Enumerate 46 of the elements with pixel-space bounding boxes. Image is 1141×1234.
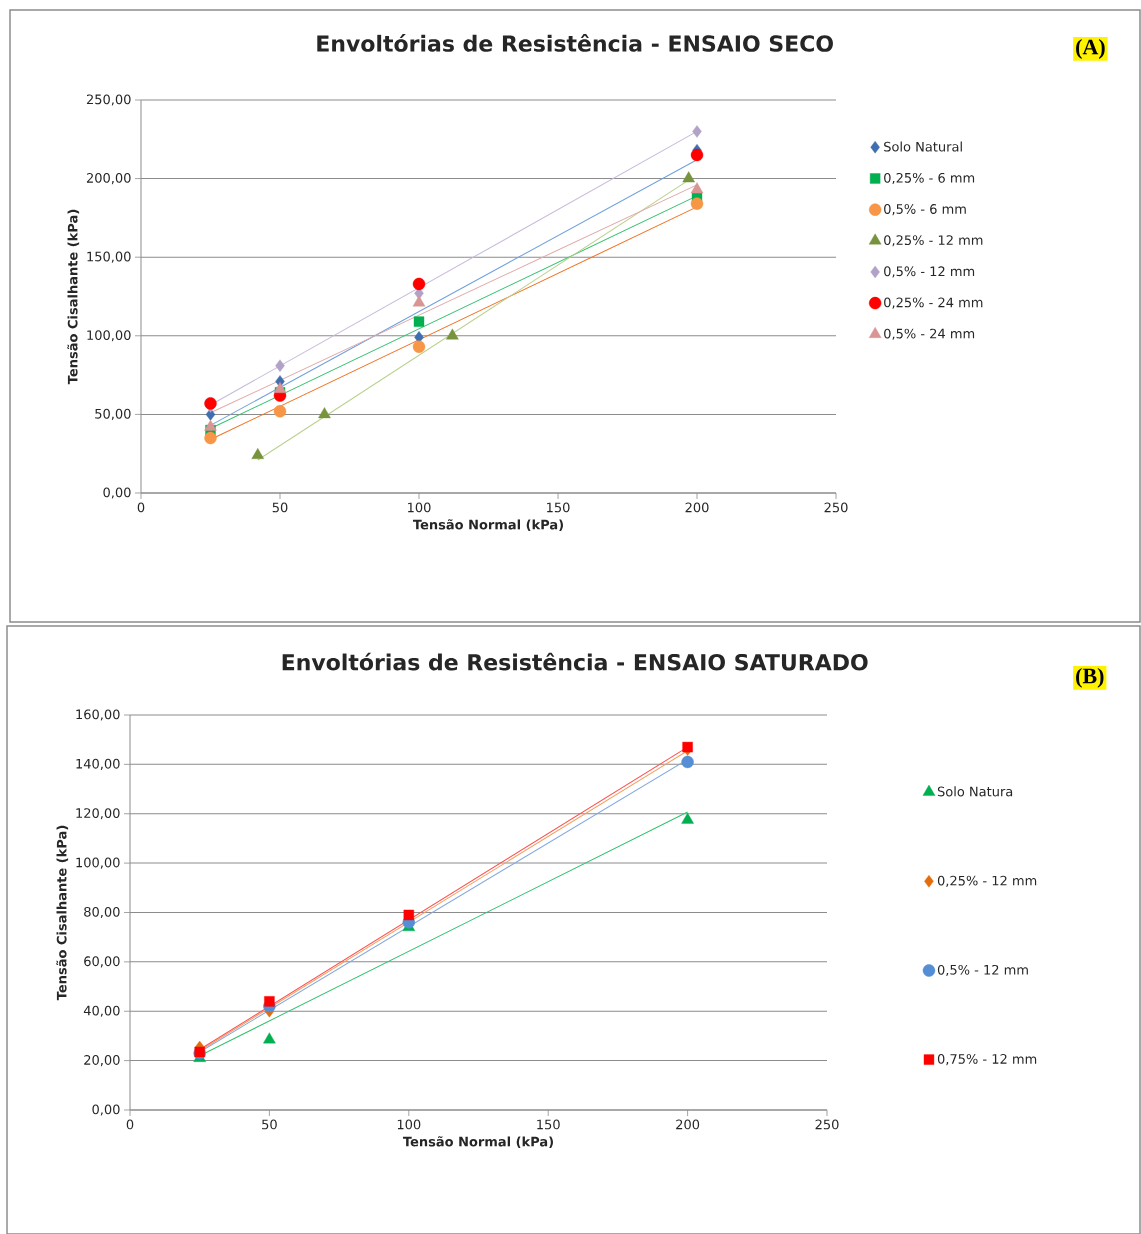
y-tick-label: 100,00 (76, 857, 120, 869)
x-tick-label: 0 (137, 502, 145, 513)
legend-label: 0,25% - 12 mm (884, 235, 983, 247)
y-axis-title: Tensão Cisalhante (kPa) (56, 825, 69, 1001)
y-tick-label: 50,00 (95, 408, 131, 420)
y-tick-label: 0,00 (103, 487, 131, 499)
legend-label: 0,25% - 24 mm (884, 297, 983, 309)
y-tick-label: 80,00 (84, 906, 120, 919)
y-tick-label: 160,00 (76, 709, 120, 721)
legend-label: Solo Natural (884, 141, 962, 152)
x-tick-label: 200 (685, 502, 709, 513)
chart-title: Envoltórias de Resistência - ENSAIO SATURADO (282, 652, 868, 671)
y-tick-label: 40,00 (83, 1005, 120, 1017)
x-tick-label: 150 (537, 1119, 560, 1130)
x-tick-label: 50 (272, 502, 288, 513)
y-tick-label: 20,00 (84, 1055, 120, 1067)
x-tick-label: 150 (547, 502, 570, 513)
x-tick-label: 0 (126, 1119, 134, 1130)
legend-label: Solo Natura (937, 786, 1013, 797)
text: (B) (1076, 667, 1104, 688)
x-tick-label: 250 (815, 1119, 839, 1130)
y-tick-label: 200,00 (86, 173, 131, 185)
legend-label: 0,75% - 12 mm (937, 1054, 1037, 1066)
text: (A) (1076, 38, 1105, 59)
y-tick-label: 60,00 (84, 956, 120, 968)
legend-label: 0,25% - 12 mm (937, 875, 1037, 887)
y-tick-label: 250,00 (86, 94, 131, 106)
x-tick-label: 50 (262, 1119, 277, 1130)
legend-label: 0,25% - 6 mm (884, 172, 975, 185)
legend-label: 0,5% - 12 mm (937, 964, 1028, 977)
x-axis-title: Tensão Normal (kPa) (402, 1136, 553, 1149)
legend-label: 0,5% - 6 mm (884, 204, 966, 216)
x-tick-label: 250 (824, 502, 848, 513)
y-tick-label: 120,00 (76, 808, 120, 820)
y-axis-title: Tensão Cisalhante (kPa) (67, 209, 80, 385)
x-tick-label: 100 (397, 1119, 421, 1130)
legend-label: 0,5% - 24 mm (884, 328, 975, 340)
y-tick-label: 140,00 (76, 758, 120, 770)
x-tick-label: 200 (676, 1119, 700, 1130)
x-tick-label: 100 (408, 502, 431, 513)
legend-label: 0,5% - 12 mm (884, 266, 975, 278)
x-axis-title: Tensão Normal (kPa) (412, 519, 563, 532)
y-tick-label: 150,00 (87, 251, 131, 263)
y-tick-label: 0,00 (92, 1104, 120, 1116)
chart-title: Envoltórias de Resistência - ENSAIO SECO (317, 33, 833, 52)
y-tick-label: 100,00 (87, 330, 131, 342)
